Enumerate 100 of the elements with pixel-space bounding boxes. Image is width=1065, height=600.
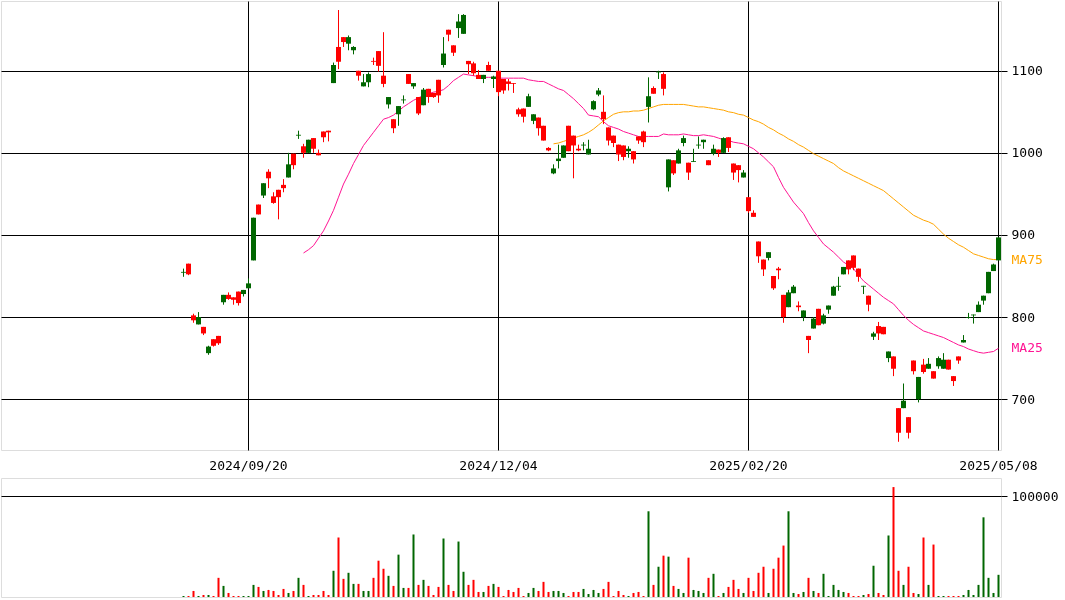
bar [492, 583, 495, 597]
bar [387, 575, 390, 597]
bar [227, 592, 230, 597]
bar [267, 589, 270, 597]
bar [722, 592, 725, 597]
bar [622, 594, 625, 597]
bar [762, 566, 765, 597]
candlestick [836, 276, 841, 292]
candlestick [381, 31, 386, 88]
bar [452, 590, 455, 597]
bar [322, 590, 325, 597]
bar [792, 592, 795, 597]
bar [972, 594, 975, 597]
bar [697, 590, 700, 597]
bar [672, 585, 675, 597]
bar [607, 581, 610, 597]
bar [727, 586, 730, 597]
bar [617, 590, 620, 597]
bar [657, 566, 660, 597]
bar [807, 577, 810, 597]
candlestick [901, 383, 906, 409]
bar [597, 592, 600, 597]
bar [312, 594, 315, 597]
bar [342, 578, 345, 597]
bar [637, 591, 640, 597]
bar [437, 586, 440, 597]
bar [962, 594, 965, 597]
bar [732, 579, 735, 597]
candlestick [416, 96, 421, 116]
bar [577, 591, 580, 597]
bar [822, 573, 825, 597]
bar [742, 592, 745, 597]
bar [497, 586, 500, 597]
bar [462, 571, 465, 597]
bar [847, 592, 850, 597]
bar [402, 587, 405, 597]
bar [757, 572, 760, 597]
bar [432, 594, 435, 597]
bar [202, 594, 205, 597]
bar [557, 590, 560, 597]
bar [982, 517, 985, 597]
bar [552, 590, 555, 597]
x-tick-label: 2025/05/08 [959, 457, 1038, 473]
bar [782, 545, 785, 597]
bar [737, 588, 740, 597]
bar [977, 584, 980, 597]
bar [662, 555, 665, 597]
candlestick [691, 148, 696, 163]
x-tick-label: 2025/02/20 [709, 457, 788, 473]
bar [677, 588, 680, 597]
y-tick-label: 100000 [1011, 488, 1059, 504]
y-tick-label: 700 [1011, 391, 1035, 407]
bar [787, 511, 790, 597]
bar [542, 581, 545, 597]
bar [912, 592, 915, 597]
bar [382, 568, 385, 597]
bar [917, 593, 920, 597]
candlestick [661, 71, 666, 96]
bar [262, 590, 265, 597]
y-tick-label: 900 [1011, 227, 1035, 243]
bar [442, 538, 445, 597]
bar [712, 573, 715, 597]
candlestick [916, 376, 921, 403]
bar [987, 577, 990, 597]
candlestick [336, 9, 341, 70]
bar [287, 592, 290, 597]
bar [422, 579, 425, 597]
bar [877, 592, 880, 597]
bar [892, 487, 895, 597]
candlestick [906, 416, 911, 440]
bar [472, 579, 475, 597]
bar [652, 584, 655, 597]
candlestick [266, 168, 271, 189]
bar [897, 570, 900, 597]
bar [837, 589, 840, 597]
bar [587, 593, 590, 597]
bar [217, 577, 220, 597]
bar [832, 584, 835, 597]
bar [882, 594, 885, 597]
y-tick-label: 1000 [1011, 145, 1043, 161]
bar [482, 591, 485, 597]
bar [802, 591, 805, 597]
bar [687, 557, 690, 597]
bar [562, 592, 565, 597]
bar [932, 544, 935, 597]
candlestick [286, 152, 291, 178]
bar [692, 589, 695, 597]
bar [252, 584, 255, 597]
bar [427, 585, 430, 597]
y-tick-label: 800 [1011, 309, 1035, 325]
bar [752, 590, 755, 597]
bar [992, 592, 995, 597]
bar [192, 590, 195, 597]
candlestick [646, 76, 651, 123]
bar [602, 588, 605, 597]
bar [292, 590, 295, 597]
bar [302, 584, 305, 597]
bar [922, 537, 925, 597]
bar [412, 534, 415, 597]
bar [997, 574, 1000, 597]
